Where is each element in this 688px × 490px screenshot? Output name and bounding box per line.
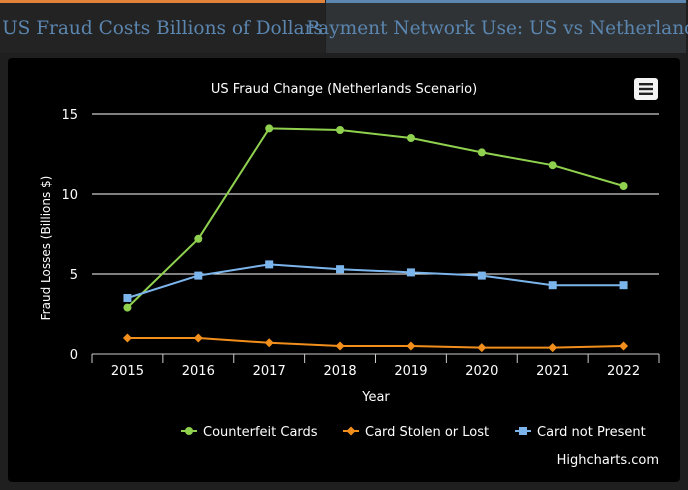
legend-item[interactable]: Counterfeit Cards — [181, 425, 318, 440]
tab-payment-network-use[interactable]: Payment Network Use: US vs Netherlands — [307, 0, 688, 53]
y-tick-label: 0 — [70, 348, 78, 363]
tab-bar: US Fraud Costs Billions of Dollars Payme… — [0, 0, 688, 53]
legend-item[interactable]: Card Stolen or Lost — [343, 425, 489, 440]
chart-menu-button[interactable] — [634, 78, 658, 100]
data-point[interactable] — [477, 343, 487, 353]
tab-us-fraud-costs[interactable]: US Fraud Costs Billions of Dollars — [0, 0, 325, 53]
data-point[interactable] — [265, 260, 274, 269]
x-tick-label: 2021 — [536, 364, 569, 379]
data-point[interactable] — [406, 341, 416, 351]
x-tick-label: 2015 — [111, 364, 144, 379]
data-point[interactable] — [194, 271, 203, 280]
line-chart: US Fraud Change (Netherlands Scenario) 0… — [39, 78, 660, 468]
data-point[interactable] — [264, 338, 274, 348]
y-tick-label: 10 — [61, 188, 78, 203]
legend-label: Card Stolen or Lost — [365, 425, 489, 440]
credits-link[interactable]: Highcharts.com — [557, 453, 659, 468]
data-point[interactable] — [619, 281, 628, 290]
chart-title: US Fraud Change (Netherlands Scenario) — [211, 82, 477, 97]
series-line — [127, 263, 624, 299]
series-line — [126, 127, 624, 309]
data-point[interactable] — [406, 134, 415, 142]
chart-container: US Fraud Change (Netherlands Scenario) 0… — [8, 58, 680, 482]
legend-item[interactable]: Card not Present — [515, 425, 646, 440]
data-point[interactable] — [123, 303, 132, 312]
x-tick-label: 2017 — [253, 364, 286, 379]
data-point[interactable] — [619, 182, 628, 190]
data-point[interactable] — [548, 343, 558, 353]
series-card-not-present — [123, 260, 628, 302]
hamburger-menu-icon — [639, 83, 653, 95]
y-tick-label: 5 — [70, 268, 78, 283]
grid-lines — [92, 113, 659, 275]
legend: Counterfeit Cards Card Stolen or Lost Card… — [181, 425, 646, 440]
series-counterfeit-cards — [123, 124, 628, 312]
x-axis-label: Year — [361, 390, 390, 405]
data-point[interactable] — [193, 333, 203, 343]
data-point[interactable] — [548, 281, 557, 290]
data-point[interactable] — [406, 268, 415, 277]
data-point[interactable] — [336, 126, 345, 134]
series-line — [127, 337, 624, 349]
data-point[interactable] — [477, 148, 486, 157]
tab-label: US Fraud Costs Billions of Dollars — [2, 17, 323, 39]
data-point[interactable] — [122, 333, 132, 343]
data-point[interactable] — [477, 271, 486, 280]
series-lines — [122, 124, 629, 353]
tab-label: Payment Network Use: US vs Netherlands — [306, 17, 688, 39]
legend-marker[interactable] — [185, 427, 193, 435]
x-tick-label: 2019 — [394, 364, 427, 379]
y-tick-label: 15 — [61, 108, 78, 123]
x-axis: 2015 2016 2017 2018 2019 2020 2021 2022 — [91, 353, 660, 379]
data-point[interactable] — [336, 265, 345, 274]
data-point[interactable] — [123, 294, 132, 302]
data-point[interactable] — [335, 341, 345, 351]
legend-marker[interactable] — [346, 426, 356, 436]
legend-label: Card not Present — [537, 425, 646, 440]
series-card-stolen-or-lost — [122, 333, 629, 353]
legend-label: Counterfeit Cards — [203, 425, 318, 440]
x-tick-label: 2016 — [182, 364, 215, 379]
x-tick-label: 2022 — [607, 364, 640, 379]
data-point[interactable] — [619, 341, 629, 351]
x-tick-label: 2020 — [465, 364, 498, 379]
data-point[interactable] — [194, 234, 203, 243]
y-axis-label: Fraud Losses (Billions $) — [39, 176, 53, 321]
legend-marker[interactable] — [519, 427, 527, 435]
x-tick-label: 2018 — [324, 364, 357, 379]
data-point[interactable] — [548, 161, 557, 170]
data-point[interactable] — [265, 124, 274, 133]
y-axis: 0 5 10 15 — [61, 108, 78, 363]
